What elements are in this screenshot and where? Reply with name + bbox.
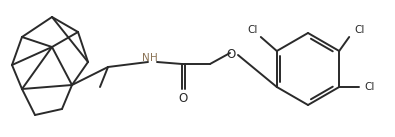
- Text: H: H: [150, 53, 158, 63]
- Text: O: O: [226, 48, 236, 62]
- Text: Cl: Cl: [354, 25, 364, 35]
- Text: O: O: [179, 92, 188, 105]
- Text: Cl: Cl: [248, 25, 258, 35]
- Text: Cl: Cl: [364, 82, 374, 92]
- Text: N: N: [142, 53, 150, 63]
